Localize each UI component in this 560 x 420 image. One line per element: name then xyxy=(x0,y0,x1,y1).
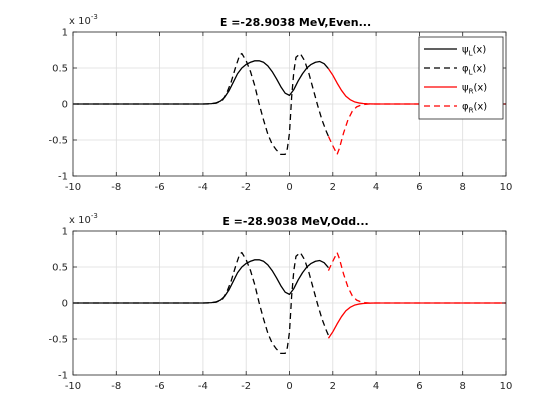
legend-label-4: φR(x) xyxy=(462,102,487,115)
legend-label-3: ψR(x) xyxy=(462,83,487,96)
series-line-3 xyxy=(327,302,506,339)
legend-symbol: ψ xyxy=(462,83,469,94)
y-tick-label: 1 xyxy=(62,28,68,39)
legend-label-2: φL(x) xyxy=(462,64,486,77)
x-tick-label: 8 xyxy=(460,182,466,193)
x-tick-label: -6 xyxy=(155,381,165,392)
x-tick-label: 0 xyxy=(286,182,292,193)
y-exponent-label: x 10-3 xyxy=(69,13,98,27)
y-tick-label: -1 xyxy=(58,172,68,183)
subplot-1: -10 -8 -6 -4 -2 0 2 4 6 8 10 -1 -0.5 0 0.5 1x 10-3 E =-2… xyxy=(48,13,512,193)
x-tick-label: -4 xyxy=(198,381,208,392)
x-tick-label: 2 xyxy=(330,381,336,392)
legend-subscript: L xyxy=(469,50,473,58)
x-tick-label: 4 xyxy=(373,182,379,193)
series-line-3 xyxy=(327,68,506,105)
x-tick-label: -10 xyxy=(65,182,81,193)
x-tick-label: 6 xyxy=(416,381,422,392)
x-tick-label: -4 xyxy=(198,182,208,193)
x-tick-label: 8 xyxy=(460,381,466,392)
x-tick-label: 0 xyxy=(286,381,292,392)
legend-suffix: (x) xyxy=(473,83,487,94)
y-tick-label: 0 xyxy=(62,100,68,111)
subplot-2: -10 -8 -6 -4 -2 0 2 4 6 8 10 -1 -0.5 0 0.5 1x 10-3 E =-2… xyxy=(48,212,512,392)
series-line-4 xyxy=(327,103,506,156)
y-exponent-label: x 10-3 xyxy=(69,212,98,226)
y-exponent-base: x 10 xyxy=(69,215,91,226)
series-line-2 xyxy=(73,251,330,355)
legend-subscript: R xyxy=(469,107,474,115)
legend-label-1: ψL(x) xyxy=(462,45,486,58)
legend-box xyxy=(418,36,504,120)
y-exponent-base: x 10 xyxy=(69,16,91,27)
y-tick-label: 0.5 xyxy=(52,263,68,274)
legend-symbol: ψ xyxy=(462,45,469,56)
legend-symbol: φ xyxy=(462,64,469,75)
y-tick-label: -0.5 xyxy=(48,335,68,346)
x-tick-label: -2 xyxy=(241,182,251,193)
y-exponent-power: -3 xyxy=(91,212,98,220)
x-tick-label: 4 xyxy=(373,381,379,392)
y-tick-label: 0.5 xyxy=(52,64,68,75)
y-tick-label: 0 xyxy=(62,299,68,310)
chart-title: E =-28.9038 MeV,Odd... xyxy=(222,215,368,228)
x-tick-label: 10 xyxy=(500,182,513,193)
legend-suffix: (x) xyxy=(473,102,487,113)
x-tick-label: -10 xyxy=(65,381,81,392)
x-tick-label: -8 xyxy=(111,182,121,193)
y-tick-label: 1 xyxy=(62,227,68,238)
chart-title: E =-28.9038 MeV,Even... xyxy=(220,16,371,29)
legend-subscript: R xyxy=(469,88,474,96)
series-line-2 xyxy=(73,52,330,156)
y-tick-label: -1 xyxy=(58,371,68,382)
x-tick-label: 6 xyxy=(416,182,422,193)
legend-suffix: (x) xyxy=(473,45,487,56)
x-tick-label: 10 xyxy=(500,381,513,392)
legend-suffix: (x) xyxy=(473,64,487,75)
x-tick-label: 2 xyxy=(330,182,336,193)
legend: ψL(x)φL(x)ψR(x)φR(x) xyxy=(418,36,504,120)
y-tick-label: -0.5 xyxy=(48,136,68,147)
x-tick-label: -2 xyxy=(241,381,251,392)
legend-subscript: L xyxy=(469,69,473,77)
x-tick-label: -6 xyxy=(155,182,165,193)
legend-symbol: φ xyxy=(462,102,469,113)
series-line-4 xyxy=(327,251,506,304)
y-exponent-power: -3 xyxy=(91,13,98,21)
x-tick-label: -8 xyxy=(111,381,121,392)
